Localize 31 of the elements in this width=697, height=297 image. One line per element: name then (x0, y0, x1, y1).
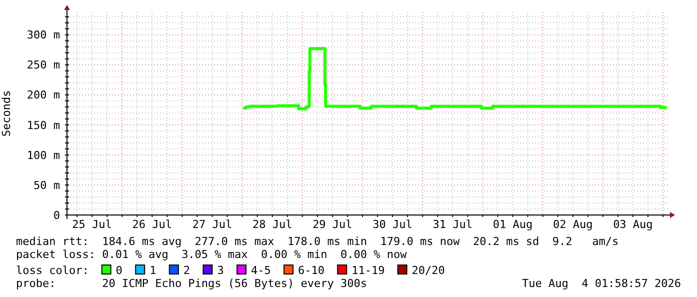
y-tick-label: 150 m (26, 118, 60, 132)
x-tick-label: 27 Jul (192, 218, 232, 231)
legend-label: 2 (183, 264, 190, 277)
legend-label: 11-19 (352, 264, 385, 277)
y-axis-title: Seconds (0, 90, 13, 137)
x-tick-label: 31 Jul (432, 218, 473, 231)
x-tick-label: 28 Jul (252, 218, 292, 231)
text: median rtt: 184.6 ms avg 277.0 ms max 178.0 ms min 179.0 ms now 20.2 ms sd 9.2 am/s (16, 235, 619, 248)
legend-label: 20/20 (412, 264, 445, 277)
x-tick-label: 03 Aug (613, 218, 653, 231)
legend-label: 6-10 (298, 264, 324, 277)
legend-label: 3 (217, 264, 224, 277)
y-tick-label: 200 m (26, 88, 60, 102)
x-tick-label: 29 Jul (312, 218, 352, 231)
y-tick-label: 300 m (26, 28, 60, 42)
x-tick-label: 01 Aug (492, 218, 533, 231)
text: probe: 20 ICMP Echo Pings (56 Bytes) every 300s (16, 277, 367, 290)
legend-label: 1 (150, 264, 156, 277)
legend-label: 0 (116, 264, 122, 277)
x-tick-label: 30 Jul (372, 218, 412, 231)
y-tick-label: 250 m (26, 58, 60, 72)
y-tick-label: 100 m (26, 148, 60, 162)
y-tick-label: 50 m (34, 178, 60, 192)
text: packet loss: 0.01 % avg 3.05 % max 0.00 % min 0.00 % now (16, 248, 408, 261)
x-tick-label: 26 Jul (132, 218, 172, 231)
legend-title: loss color: (16, 264, 89, 277)
y-tick-label: 0 (53, 208, 60, 222)
x-tick-label: 25 Jul (72, 218, 112, 231)
x-tick-label: 02 Aug (552, 218, 593, 231)
text: Tue Aug 4 01:58:57 2026 (522, 277, 681, 290)
legend-label: 4-5 (251, 264, 271, 277)
